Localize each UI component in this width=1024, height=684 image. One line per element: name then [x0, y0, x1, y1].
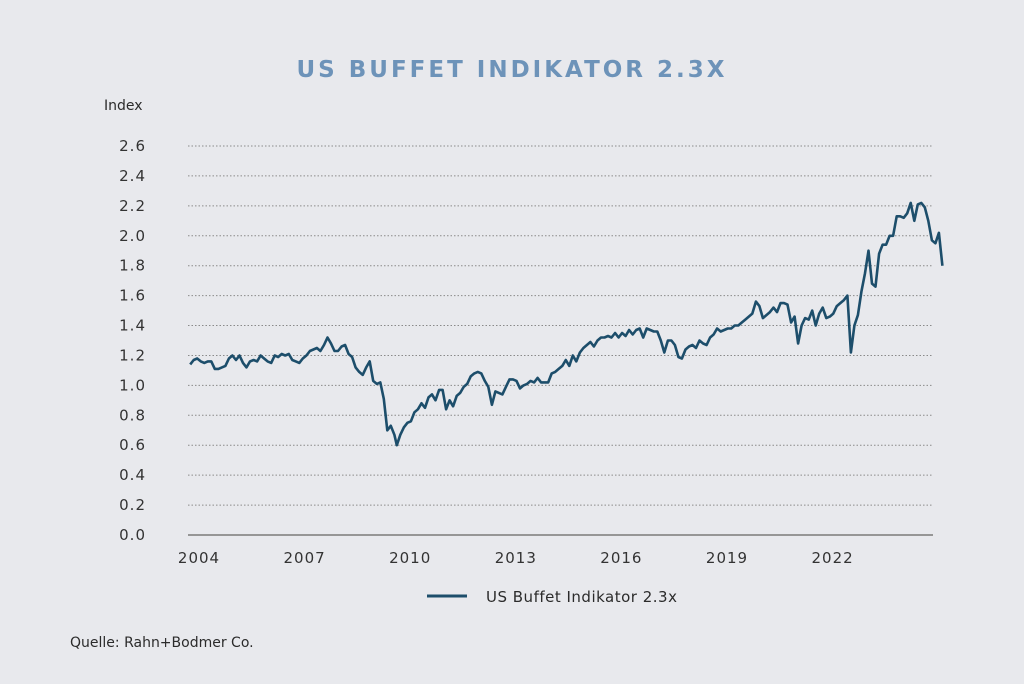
- y-tick-label: 0.4: [119, 466, 146, 484]
- x-tick-label: 2019: [706, 549, 748, 567]
- legend-label: US Buffet Indikator 2.3x: [486, 588, 677, 606]
- x-tick-label: 2010: [389, 549, 431, 567]
- x-tick-label: 2022: [812, 549, 854, 567]
- y-axis-ticks: 0.0 0.2 0.4 0.6 0.8 1.0 1.2 1.4 1.6 1.8 2.0 2.2 2.4 2…: [119, 137, 146, 544]
- y-tick-label: 0.0: [119, 526, 146, 544]
- y-tick-label: 1.8: [119, 257, 146, 275]
- series-line: [189, 201, 944, 447]
- y-tick-label: 0.8: [119, 406, 146, 424]
- chart-title: US BUFFET INDIKATOR 2.3X: [296, 57, 728, 83]
- x-tick-label: 2013: [495, 549, 537, 567]
- y-tick-label: 2.2: [119, 197, 146, 215]
- legend: US Buffet Indikator 2.3x: [427, 588, 677, 606]
- y-tick-label: 1.0: [119, 376, 146, 394]
- y-tick-label: 2.4: [119, 167, 146, 185]
- x-tick-label: 2004: [178, 549, 220, 567]
- x-tick-label: 2016: [600, 549, 642, 567]
- y-tick-label: 1.4: [119, 317, 146, 335]
- y-tick-label: 0.6: [119, 436, 146, 454]
- y-tick-label: 0.2: [119, 496, 146, 514]
- y-tick-label: 1.6: [119, 287, 146, 305]
- y-tick-label: 1.2: [119, 346, 146, 364]
- gridlines: [188, 145, 933, 506]
- y-axis-label: Index: [104, 98, 143, 114]
- y-tick-label: 2.6: [119, 137, 146, 155]
- x-tick-label: 2007: [284, 549, 326, 567]
- x-axis-ticks: 2004 2007 2010 2013 2016 2019 2022: [178, 549, 854, 567]
- source-note: Quelle: Rahn+Bodmer Co.: [70, 635, 254, 651]
- y-tick-label: 2.0: [119, 227, 146, 245]
